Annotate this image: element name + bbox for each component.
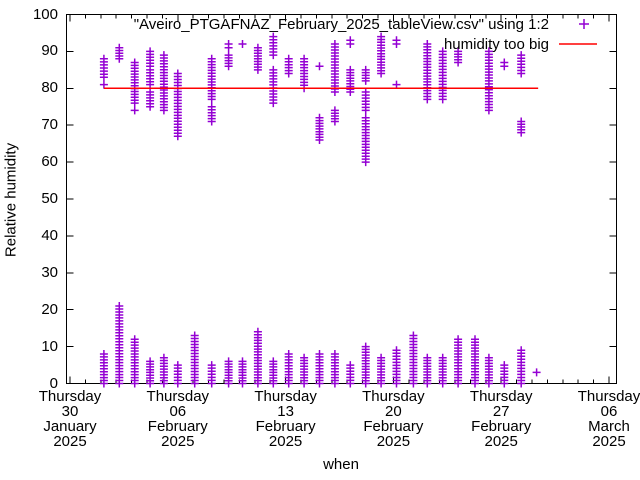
x-tick-label-line: February bbox=[363, 418, 424, 435]
x-tick-label-line: January bbox=[43, 418, 97, 435]
y-tick-label: 0 bbox=[49, 374, 58, 392]
legend-label-threshold: humidity too big bbox=[443, 35, 549, 53]
x-tick-label-line: 2025 bbox=[161, 433, 195, 450]
x-tick-label: Thursday 06 March 2025 bbox=[549, 389, 640, 449]
x-tick-label-line: 2025 bbox=[484, 433, 518, 450]
legend: "Aveiro_PTGAFNAZ_February_2025_tableView… bbox=[134, 14, 603, 54]
y-tick-label: 10 bbox=[41, 337, 58, 355]
x-tick-label-line: 06 bbox=[600, 403, 618, 420]
y-tick-label: 50 bbox=[41, 190, 58, 207]
y-tick-label: 20 bbox=[41, 300, 58, 318]
x-tick-label-line: Thursday bbox=[146, 388, 210, 405]
x-tick-label-line: Thursday bbox=[577, 388, 640, 405]
y-tick-label: 60 bbox=[41, 153, 58, 171]
x-tick-label-line: 2025 bbox=[268, 433, 303, 450]
x-tick-label-line: February bbox=[147, 418, 208, 435]
y-axis-title: Relative humidity bbox=[2, 142, 20, 258]
plus-marker-icon bbox=[553, 15, 603, 33]
x-tick-label-line: 27 bbox=[492, 403, 510, 420]
x-tick-label-line: 13 bbox=[277, 403, 294, 420]
y-tick-label: 40 bbox=[41, 226, 58, 244]
legend-label-series: "Aveiro_PTGAFNAZ_February_2025_tableView… bbox=[133, 15, 549, 33]
x-tick-label: Thursday 27 February 2025 bbox=[441, 389, 561, 449]
x-tick-label-line: February bbox=[255, 418, 316, 435]
legend-entry-threshold: humidity too big bbox=[134, 34, 603, 54]
x-tick-label-line: 30 bbox=[61, 403, 79, 420]
x-tick-label-line: 20 bbox=[385, 403, 402, 420]
x-tick-label-line: February bbox=[471, 418, 532, 435]
x-tick-label-line: 06 bbox=[169, 403, 187, 420]
y-tick-label: 90 bbox=[41, 42, 58, 60]
x-tick-label-line: Thursday bbox=[254, 388, 317, 405]
data-points bbox=[99, 32, 541, 388]
legend-entry-series: "Aveiro_PTGAFNAZ_February_2025_tableView… bbox=[134, 14, 603, 34]
x-tick-label-line: Thursday bbox=[469, 388, 533, 405]
y-tick-label: 80 bbox=[41, 79, 58, 97]
x-tick-label-line: 2025 bbox=[592, 433, 626, 450]
y-tick-label: 70 bbox=[41, 116, 58, 134]
x-tick-label-line: March bbox=[588, 418, 630, 435]
x-axis-title: when bbox=[323, 456, 359, 473]
x-tick-label: Thursday 30 January 2025 bbox=[10, 389, 130, 449]
x-tick-label-line: Thursday bbox=[362, 388, 425, 405]
y-tick-label: 30 bbox=[41, 263, 58, 281]
x-tick-label-line: Thursday bbox=[38, 388, 102, 405]
x-tick-label-line: 2025 bbox=[376, 433, 411, 450]
x-tick-label: Thursday 20 February 2025 bbox=[333, 389, 453, 449]
y-tick-label: 100 bbox=[32, 5, 58, 23]
x-tick-label: Thursday 13 February 2025 bbox=[226, 389, 346, 449]
x-tick-label-line: 2025 bbox=[53, 433, 87, 450]
x-tick-label: Thursday 06 February 2025 bbox=[118, 389, 238, 449]
threshold-line-sample-icon bbox=[553, 35, 603, 53]
